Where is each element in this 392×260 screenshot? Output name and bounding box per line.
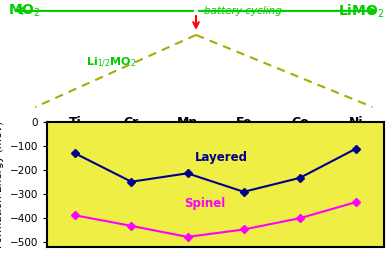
Text: Layered: Layered (195, 151, 248, 164)
Text: Ti: Ti (69, 116, 82, 129)
Text: Fe: Fe (236, 116, 252, 129)
Text: battery cycling: battery cycling (204, 6, 282, 16)
Text: Spinel: Spinel (184, 197, 225, 210)
Y-axis label: Formation Energy (meV): Formation Energy (meV) (0, 121, 4, 248)
Text: Co: Co (291, 116, 309, 129)
Text: Mn: Mn (177, 116, 198, 129)
Text: MO$_2$: MO$_2$ (8, 3, 41, 19)
Text: Cr: Cr (124, 116, 139, 129)
Text: Ni: Ni (349, 116, 363, 129)
Text: Li$_{1/2}$MO$_2$: Li$_{1/2}$MO$_2$ (86, 56, 136, 70)
Text: LiMO$_2$: LiMO$_2$ (338, 2, 384, 20)
